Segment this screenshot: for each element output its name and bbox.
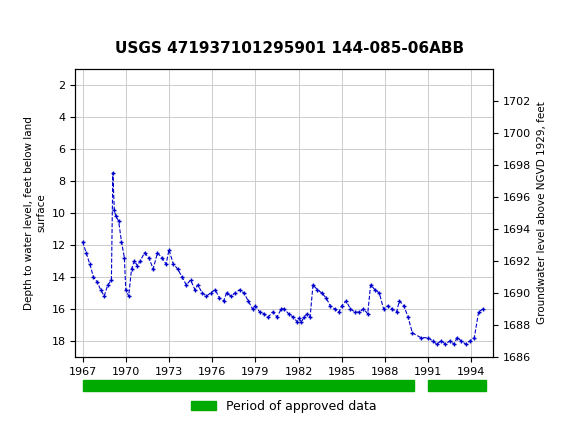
Y-axis label: Depth to water level, feet below land
surface: Depth to water level, feet below land su… xyxy=(24,116,46,310)
Text: ≡USGS: ≡USGS xyxy=(12,16,70,35)
Bar xyxy=(428,380,486,391)
Legend: Period of approved data: Period of approved data xyxy=(186,395,382,418)
Text: USGS 471937101295901 144-085-06ABB: USGS 471937101295901 144-085-06ABB xyxy=(115,41,465,56)
Bar xyxy=(82,380,414,391)
Y-axis label: Groundwater level above NGVD 1929, feet: Groundwater level above NGVD 1929, feet xyxy=(536,101,546,324)
